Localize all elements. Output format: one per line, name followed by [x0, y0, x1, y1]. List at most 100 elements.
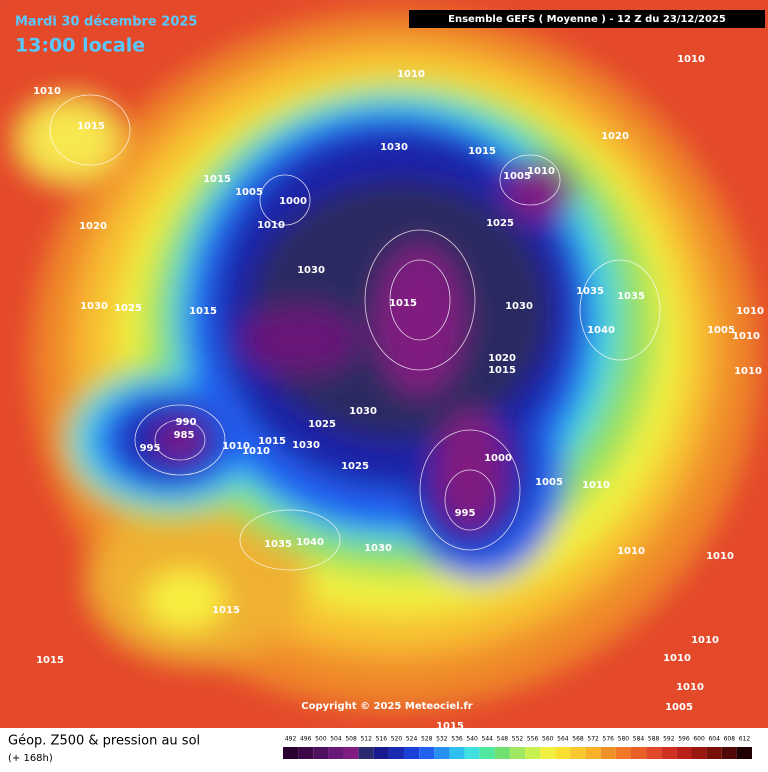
- colorbar-label: 532: [436, 736, 448, 743]
- colorbar-label: 608: [724, 736, 736, 743]
- colorbar-swatch: [464, 747, 480, 759]
- isobar-label: 1025: [486, 218, 514, 229]
- isobar-label: 1005: [535, 477, 563, 488]
- colorbar-swatch: [404, 747, 420, 759]
- isobar-label: 1010: [222, 441, 250, 452]
- colorbar-swatch: [646, 747, 662, 759]
- colorbar-label: 528: [421, 736, 433, 743]
- isobar-label: 1010: [677, 54, 705, 65]
- isobar-label: 1035: [576, 286, 604, 297]
- isobar-label: 1015: [389, 298, 417, 309]
- colorbar-swatch: [479, 747, 495, 759]
- isobar-label: 1015: [77, 121, 105, 132]
- isobar-label: 1010: [691, 635, 719, 646]
- colorbar-label: 596: [678, 736, 690, 743]
- colorbar-swatch: [585, 747, 601, 759]
- isobar-label: 1010: [736, 306, 764, 317]
- footer-lead: (+ 168h): [8, 753, 53, 764]
- isobar-label: 1025: [341, 461, 369, 472]
- colorbar-label: 548: [497, 736, 509, 743]
- footer-title: Géop. Z500 & pression au sol: [8, 734, 200, 749]
- map-date: Mardi 30 décembre 2025: [15, 15, 197, 30]
- colorbar-swatch: [600, 747, 616, 759]
- colorbar-swatch: [630, 747, 647, 759]
- isobar-label: 1030: [380, 142, 408, 153]
- isobar-label: 1020: [601, 131, 629, 142]
- colorbar-label: 500: [315, 736, 327, 743]
- colorbar-label: 496: [300, 736, 312, 743]
- colorbar-swatch: [615, 747, 631, 759]
- colorbar-swatch: [509, 747, 526, 759]
- isobar-label: 995: [455, 508, 476, 519]
- isobar-label: 1035: [617, 291, 645, 302]
- isobar-label: 990: [176, 417, 197, 428]
- isobar-label: 1010: [397, 69, 425, 80]
- colorbar: 492 496 500 504 508 512 516 520 524 528 532 536 540 5…: [283, 736, 752, 759]
- isobar-label: 1015: [258, 436, 286, 447]
- isobar-label: 1020: [488, 353, 516, 364]
- isobar-label: 995: [140, 443, 161, 454]
- colorbar-swatch: [449, 747, 465, 759]
- isobar-label: 1040: [296, 537, 324, 548]
- isobar-label: 1015: [36, 655, 64, 666]
- colorbar-label: 520: [391, 736, 403, 743]
- colorbar-label: 612: [739, 736, 751, 743]
- colorbar-label: 508: [345, 736, 357, 743]
- colorbar-swatch: [736, 747, 752, 759]
- isobar-label: 1040: [587, 325, 615, 336]
- colorbar-label: 540: [466, 736, 478, 743]
- isobar-label: 1005: [235, 187, 263, 198]
- colorbar-label: 588: [648, 736, 660, 743]
- colorbar-swatch: [388, 747, 405, 759]
- isobar-label: 1015: [436, 721, 464, 732]
- colorbar-swatch: [691, 747, 707, 759]
- colorbar-label: 544: [482, 736, 494, 743]
- isobar-label: 1020: [79, 221, 107, 232]
- colorbar-label: 536: [451, 736, 463, 743]
- colorbar-label: 560: [542, 736, 554, 743]
- colorbar-swatch: [328, 747, 344, 759]
- colorbar-swatch: [555, 747, 571, 759]
- isobar-label: 1010: [706, 551, 734, 562]
- isobar-label: 1010: [617, 546, 645, 557]
- colorbar-label: 512: [360, 736, 372, 743]
- colorbar-swatch: [540, 747, 556, 759]
- isobar-labels: 1010 1015 1010 1010 1030 1015 1020 1005 1010 1015…: [33, 54, 764, 732]
- isobar-label: 1000: [279, 196, 307, 207]
- colorbar-label: 556: [527, 736, 539, 743]
- colorbar-label: 600: [693, 736, 705, 743]
- isobar-label: 1010: [676, 682, 704, 693]
- colorbar-label: 592: [663, 736, 675, 743]
- isobar-label: 1015: [189, 306, 217, 317]
- colorbar-label: 516: [376, 736, 388, 743]
- colorbar-swatch: [283, 747, 299, 759]
- isobar-label: 1005: [665, 702, 693, 713]
- isobar-label: 1035: [264, 539, 292, 550]
- isobar-label: 985: [174, 430, 195, 441]
- colorbar-label: 604: [708, 736, 720, 743]
- isobars: [49, 94, 661, 571]
- isobar-label: 1015: [212, 605, 240, 616]
- isobar-label: 1030: [292, 440, 320, 451]
- colorbar-swatch: [721, 747, 737, 759]
- colorbar-swatch: [298, 747, 314, 759]
- isobar-label: 1010: [33, 86, 61, 97]
- colorbar-label: 552: [512, 736, 524, 743]
- colorbar-label: 568: [572, 736, 584, 743]
- isobar-label: 1010: [527, 166, 555, 177]
- colorbar-swatch: [358, 747, 374, 759]
- colorbar-label: 576: [603, 736, 615, 743]
- colorbar-swatch: [313, 747, 329, 759]
- colorbar-label: 564: [557, 736, 569, 743]
- isobar-label: 1000: [484, 453, 512, 464]
- isobar-label: 1010: [257, 220, 285, 231]
- colorbar-swatch: [373, 747, 389, 759]
- isobar-label: 1015: [203, 174, 231, 185]
- colorbar-label: 584: [633, 736, 645, 743]
- isobar-label: 1030: [80, 301, 108, 312]
- map-time: 13:00 locale: [15, 35, 145, 57]
- isobar-label: 1010: [734, 366, 762, 377]
- colorbar-swatch: [525, 747, 541, 759]
